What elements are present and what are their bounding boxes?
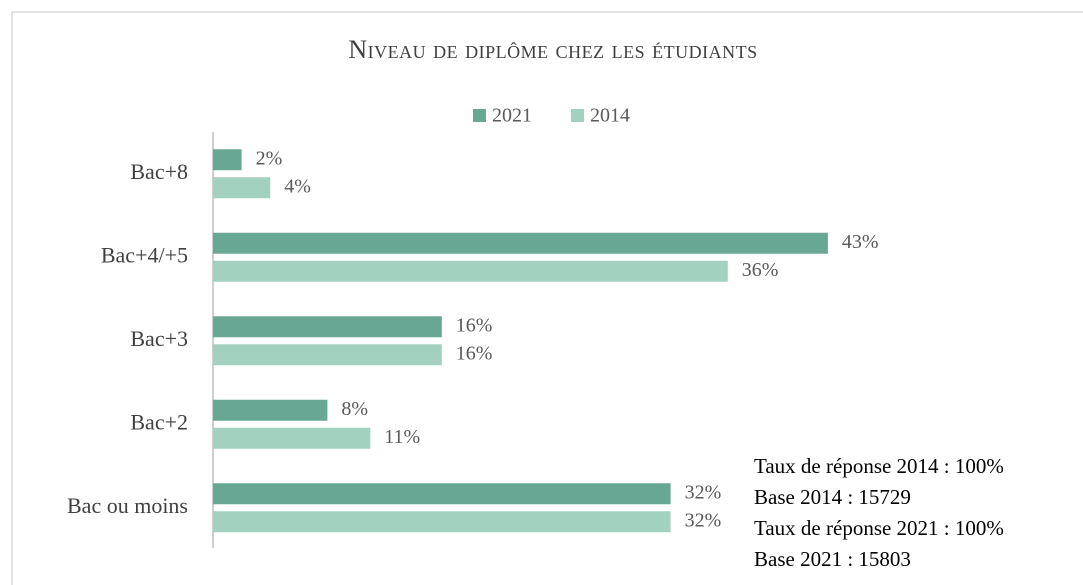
category-label: Bac+4/+5 [101,242,188,267]
data-label: 16% [456,314,493,336]
data-label: 2% [256,147,283,169]
data-label: 8% [341,398,368,420]
category-label: Bac+3 [130,326,188,351]
data-label: 36% [742,259,779,281]
data-label: 4% [284,175,311,197]
data-label: 16% [456,342,493,364]
bar [213,427,371,449]
annotation: Base 2021 : 15803 [754,547,911,571]
category-label: Bac+2 [130,409,188,434]
bar [213,399,328,421]
legend-label: 2014 [590,105,630,127]
annotation: Taux de réponse 2021 : 100% [754,516,1004,540]
annotation: Base 2014 : 15729 [754,485,911,509]
data-label: 32% [685,481,722,503]
bar [213,260,728,282]
data-label: 11% [384,426,420,448]
legend-label: 2021 [492,105,532,127]
bar [213,232,828,254]
legend-swatch [571,109,584,122]
bar [213,149,242,171]
data-label: 32% [685,509,722,531]
category-label: Bac+8 [130,159,188,184]
data-label: 43% [842,231,879,253]
bar [213,177,271,199]
legend-swatch [473,109,486,122]
bar [213,316,442,338]
category-label: Bac ou moins [67,493,188,518]
bar [213,511,671,533]
chart-title: Niveau de diplôme chez les étudiants [348,35,757,64]
bar [213,344,442,366]
bar [213,483,671,505]
annotation: Taux de réponse 2014 : 100% [754,454,1004,478]
